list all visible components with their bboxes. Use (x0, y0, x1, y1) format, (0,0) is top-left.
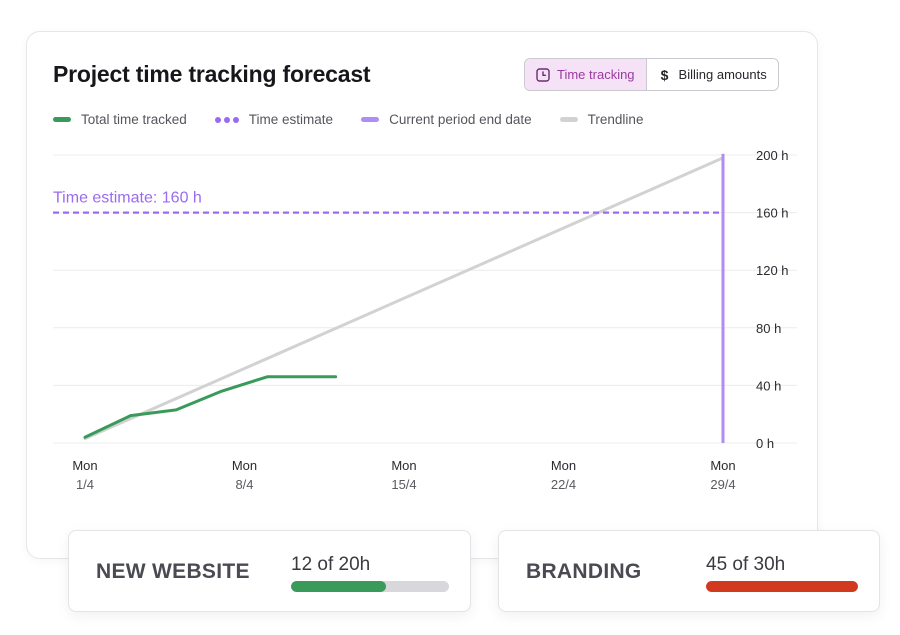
time-tracking-label: Time tracking (557, 67, 635, 82)
project-progress-fill (706, 581, 858, 592)
project-progress-bar (291, 581, 449, 592)
legend-item-tracked: Total time tracked (53, 112, 187, 127)
project-hours: 12 of 20h (291, 554, 371, 575)
legend-label-trendline: Trendline (587, 112, 644, 127)
project-hours: 45 of 30h (706, 554, 786, 575)
legend-label-estimate: Time estimate (248, 112, 334, 127)
legend-item-trendline: Trendline (559, 112, 644, 127)
legend-item-period-end: Current period end date (361, 112, 532, 127)
legend-swatch-estimate (214, 116, 239, 123)
chart-legend: Total time tracked Time estimate Current… (53, 112, 643, 127)
legend-swatch-tracked (53, 117, 71, 122)
project-progress-fill (291, 581, 386, 592)
billing-amounts-label: Billing amounts (678, 67, 767, 82)
legend-item-estimate: Time estimate (214, 112, 334, 127)
time-tracking-tab[interactable]: Time tracking (525, 59, 647, 90)
legend-label-period-end: Current period end date (389, 112, 532, 127)
project-card-new-website[interactable]: NEW WEBSITE 12 of 20h (68, 530, 471, 612)
dollar-icon: $ (660, 66, 669, 83)
clock-icon (536, 67, 550, 82)
chart-card: Project time tracking forecast Time trac… (26, 31, 818, 559)
legend-label-tracked: Total time tracked (81, 112, 187, 127)
project-progress-bar (706, 581, 858, 592)
billing-amounts-tab[interactable]: $ Billing amounts (646, 59, 778, 90)
project-name: NEW WEBSITE (96, 560, 250, 583)
project-card-branding[interactable]: BRANDING 45 of 30h (498, 530, 880, 612)
legend-swatch-period-end (361, 117, 380, 122)
legend-swatch-trendline (559, 117, 578, 122)
project-name: BRANDING (526, 560, 642, 583)
chart-title: Project time tracking forecast (53, 61, 371, 87)
view-toggle: Time tracking $ Billing amounts (524, 58, 779, 91)
